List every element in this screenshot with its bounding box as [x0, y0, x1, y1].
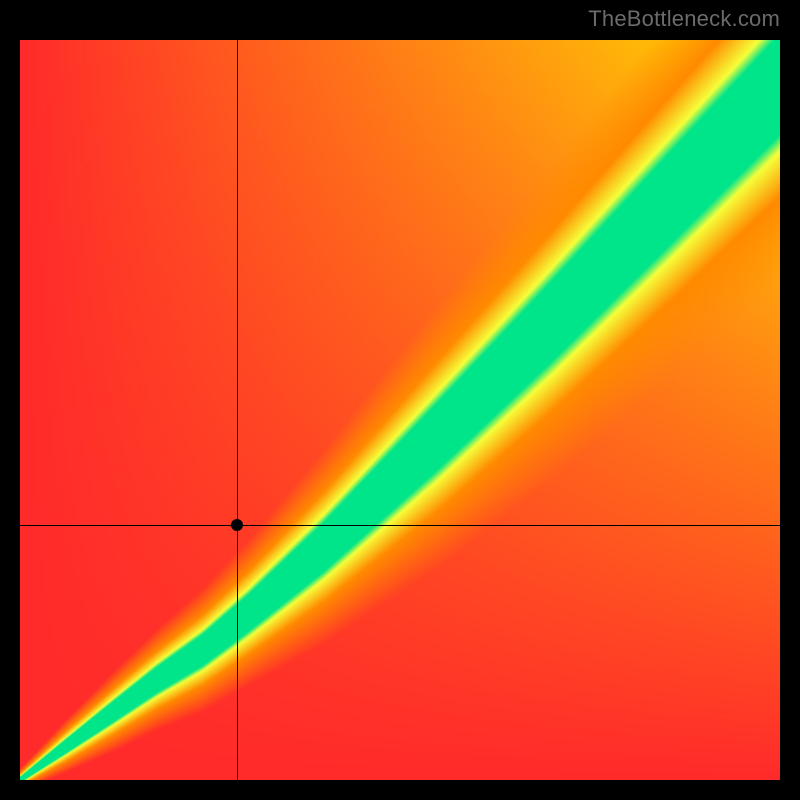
- marker-dot: [231, 519, 243, 531]
- figure-frame: TheBottleneck.com: [0, 0, 800, 800]
- heatmap-plot: [20, 40, 780, 780]
- heatmap-canvas: [20, 40, 780, 780]
- crosshair-horizontal: [20, 525, 780, 526]
- crosshair-vertical: [237, 40, 238, 780]
- watermark-text: TheBottleneck.com: [588, 6, 780, 32]
